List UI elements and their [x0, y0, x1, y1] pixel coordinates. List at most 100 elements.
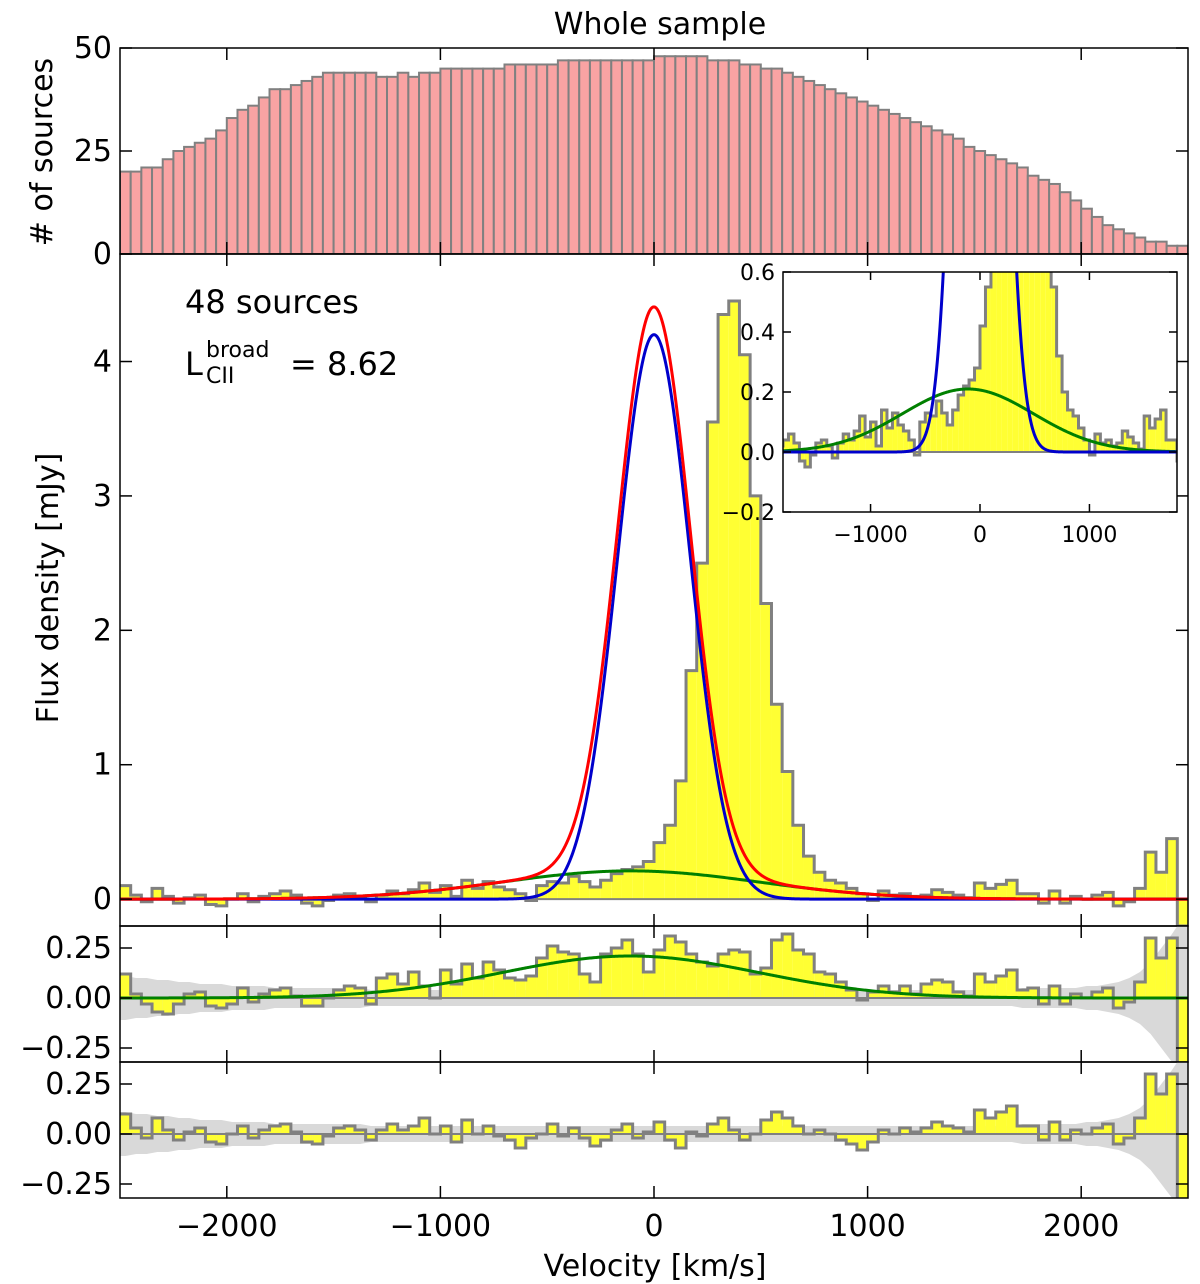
histogram-ytick-label: 25	[74, 134, 112, 169]
histogram-bar	[321, 71, 335, 254]
residual_broad-fill	[237, 988, 249, 998]
residual_broad-fill	[686, 954, 697, 998]
residual_broad-fill	[1027, 988, 1039, 998]
residual_total-fill	[451, 1134, 462, 1142]
residual_broad-fill	[1145, 938, 1156, 998]
luminosity-value: = 8.62	[290, 345, 398, 383]
inset-fill	[958, 395, 964, 452]
residual_broad-fill	[376, 978, 387, 998]
residual_total-fill	[1155, 1094, 1167, 1134]
inset-fill	[788, 434, 794, 452]
residual_total-fill	[419, 1118, 430, 1134]
inset-fill	[996, 272, 1002, 452]
residual_total-fill	[856, 1134, 868, 1150]
residual_broad-fill	[525, 976, 537, 998]
histogram-bar	[984, 154, 997, 254]
histogram-ylabel: # of sources	[25, 58, 60, 246]
spectrum-fill	[1177, 899, 1188, 926]
residual_total-fill	[611, 1130, 622, 1134]
histogram-bar	[1069, 199, 1083, 254]
residual_total-fill	[312, 1134, 323, 1144]
inset-fill	[1160, 410, 1167, 452]
spectrum-fill	[1006, 880, 1018, 900]
residual_total-fill	[547, 1124, 558, 1134]
histogram-bar	[300, 79, 314, 254]
histogram-bar	[855, 100, 869, 254]
inset-fill	[919, 422, 926, 452]
residual_total-fill	[162, 1130, 174, 1134]
inset-fill	[876, 446, 882, 452]
histogram-bar	[172, 150, 186, 254]
spectrum-ytick-label: 0	[93, 882, 112, 917]
residual_total-fill	[1166, 1074, 1178, 1134]
histogram-bar	[450, 67, 463, 254]
residual_broad-fill	[493, 970, 505, 998]
spectrum-fill	[1166, 838, 1178, 900]
residual_total-fill	[1059, 1134, 1071, 1140]
inset-fill	[826, 446, 833, 452]
residual_total-panel: −0.25 0.00 0.25 −2000 −1000 0 1000 2000	[20, 1061, 1189, 1244]
inset-fill	[1056, 356, 1063, 452]
histogram-bar	[909, 121, 923, 254]
spectrum-fill	[771, 704, 783, 900]
histogram-panel: 0 25 50	[74, 31, 1189, 272]
residual_total-fill	[771, 1112, 783, 1134]
inset-fill	[1193, 446, 1198, 452]
spectrum-fill	[803, 856, 815, 900]
spectrum-fill	[216, 899, 227, 906]
spectrum-fill	[280, 891, 291, 900]
residual_total-fill	[333, 1128, 345, 1134]
histogram-bar	[1026, 174, 1040, 254]
inset-fill	[837, 443, 844, 452]
spectrum-fill	[1113, 899, 1124, 906]
histogram-bar	[161, 158, 175, 254]
inset-fill	[908, 440, 915, 452]
residual_broad-fill	[194, 992, 206, 998]
residual_broad-ytick-label: 0.25	[45, 931, 112, 966]
residual_total-fill	[995, 1112, 1007, 1134]
residual_broad-fill	[654, 950, 665, 998]
residual_broad-fill	[1059, 998, 1071, 1004]
histogram-bar	[802, 79, 816, 254]
x-tick-label: 0	[644, 1209, 663, 1244]
inset-fill	[854, 431, 860, 452]
spectrum-fill	[237, 893, 249, 900]
spectrum-fill	[985, 888, 996, 900]
residual_total-fill	[120, 1114, 131, 1134]
spectrum-fill	[1038, 899, 1050, 904]
residual_total-fill	[568, 1128, 580, 1134]
inset-fill	[1133, 443, 1139, 452]
residual_broad-fill	[750, 974, 761, 998]
histogram-ytick-label: 0	[93, 237, 112, 272]
inset-fill	[1029, 272, 1035, 452]
spectrum-ytick-label: 1	[93, 748, 112, 783]
residual_total-fill	[953, 1128, 964, 1134]
residual_broad-fill	[120, 974, 131, 998]
spectrum-fill	[1102, 892, 1114, 900]
residual_total-fill	[301, 1134, 313, 1142]
spectrum-fill	[472, 888, 484, 900]
spectrum-fill	[995, 884, 1007, 900]
histogram-bar	[364, 71, 378, 254]
residual_broad-fill	[1113, 998, 1124, 1008]
residual_broad-fill	[173, 998, 185, 1004]
residual_total-fill	[867, 1134, 879, 1142]
residual_total-fill	[739, 1134, 751, 1140]
histogram-bar	[1112, 228, 1125, 254]
inset-xtick-label: −1000	[833, 523, 907, 548]
histogram-bar	[620, 59, 634, 254]
residual_total-fill	[1070, 1130, 1082, 1134]
residual_broad-fill	[728, 950, 740, 998]
residual_total-fill	[248, 1134, 259, 1138]
histogram-bar	[1005, 162, 1019, 254]
residual_total-fill	[792, 1126, 804, 1134]
spectrum-fill	[301, 899, 313, 904]
inset-fill	[925, 413, 931, 452]
histogram-bar	[653, 55, 666, 254]
residual_broad-fill	[568, 954, 580, 998]
residual_broad-fill	[718, 954, 729, 998]
residual_broad-fill	[995, 976, 1007, 998]
histogram-bar	[685, 55, 698, 254]
spectrum-fill	[707, 422, 719, 900]
inset-fill	[985, 287, 991, 452]
